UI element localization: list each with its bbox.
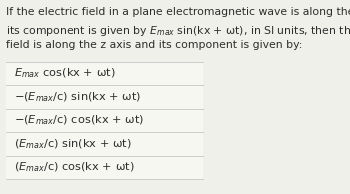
- Text: −($E_{max}$/c) cos(kx + ωt): −($E_{max}$/c) cos(kx + ωt): [14, 114, 144, 127]
- Text: ($E_{max}$/c) cos(kx + ωt): ($E_{max}$/c) cos(kx + ωt): [14, 161, 134, 174]
- FancyBboxPatch shape: [6, 62, 203, 85]
- Text: If the electric field in a plane electromagnetic wave is along the y axis and: If the electric field in a plane electro…: [6, 7, 350, 17]
- FancyBboxPatch shape: [6, 109, 203, 132]
- Text: ($E_{max}$/c) sin(kx + ωt): ($E_{max}$/c) sin(kx + ωt): [14, 137, 131, 151]
- Text: −($E_{max}$/c) sin(kx + ωt): −($E_{max}$/c) sin(kx + ωt): [14, 90, 141, 104]
- Text: field is along the z axis and its component is given by:: field is along the z axis and its compon…: [6, 40, 302, 50]
- Text: its component is given by $E_{max}$ sin(kx + ωt), in SI units, then the magnetic: its component is given by $E_{max}$ sin(…: [6, 24, 350, 38]
- FancyBboxPatch shape: [6, 85, 203, 109]
- FancyBboxPatch shape: [6, 132, 203, 156]
- Text: $E_{max}$ cos(kx + ωt): $E_{max}$ cos(kx + ωt): [14, 67, 115, 80]
- FancyBboxPatch shape: [6, 156, 203, 179]
